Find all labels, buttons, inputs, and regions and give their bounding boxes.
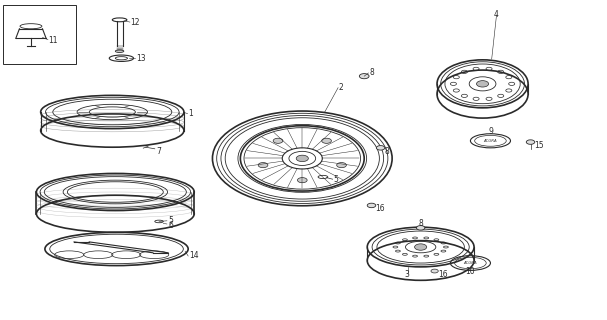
- Circle shape: [337, 163, 347, 168]
- Circle shape: [297, 178, 307, 183]
- Circle shape: [431, 269, 438, 273]
- Circle shape: [526, 140, 535, 144]
- Text: 15: 15: [534, 141, 544, 150]
- Text: ACURA: ACURA: [464, 261, 477, 265]
- Circle shape: [376, 146, 385, 150]
- Circle shape: [296, 155, 308, 162]
- Text: 13: 13: [136, 54, 146, 63]
- Text: 11: 11: [49, 36, 58, 44]
- Text: 16: 16: [438, 270, 448, 279]
- Text: ACURA: ACURA: [484, 139, 497, 143]
- Text: 5: 5: [169, 216, 174, 225]
- Text: 8: 8: [369, 68, 374, 77]
- Text: 7: 7: [157, 147, 161, 156]
- Text: 5: 5: [334, 175, 339, 184]
- Text: 4: 4: [494, 10, 499, 19]
- Circle shape: [359, 74, 369, 79]
- Circle shape: [258, 163, 268, 168]
- Circle shape: [273, 138, 283, 143]
- Text: 6: 6: [169, 221, 174, 230]
- Circle shape: [416, 226, 425, 230]
- Text: 16: 16: [375, 204, 385, 213]
- Circle shape: [367, 203, 376, 208]
- Text: 12: 12: [131, 18, 140, 27]
- Text: 14: 14: [189, 252, 199, 260]
- Circle shape: [415, 244, 427, 250]
- Bar: [3, 5, 76, 64]
- Text: 9: 9: [488, 127, 493, 136]
- Text: 8: 8: [384, 147, 389, 156]
- Text: 3: 3: [404, 270, 409, 279]
- Text: 1: 1: [188, 109, 193, 118]
- Circle shape: [476, 81, 489, 87]
- Text: 10: 10: [466, 268, 475, 276]
- Text: 8: 8: [418, 219, 423, 228]
- Text: 2: 2: [339, 83, 344, 92]
- Circle shape: [322, 138, 331, 143]
